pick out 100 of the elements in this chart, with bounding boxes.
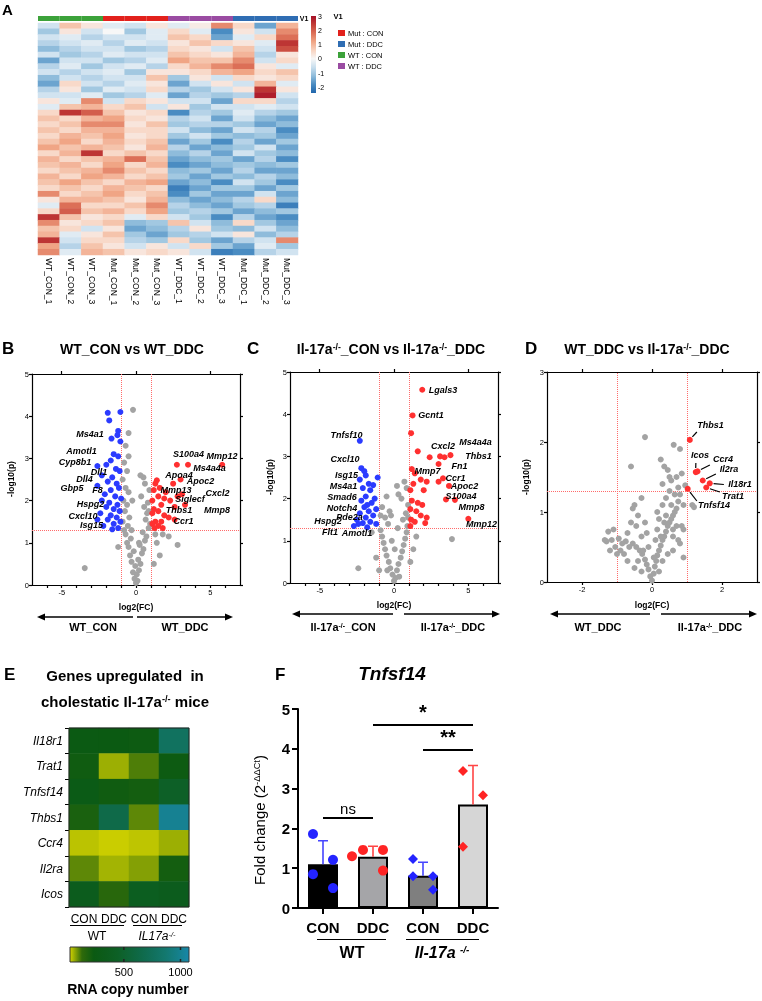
x-tick-label: DDC	[356, 919, 390, 936]
chart-title: Tnfsf14	[358, 662, 426, 685]
chart-title: WT_CON vs WT_DDC	[60, 341, 204, 358]
text: WT_DDC	[161, 620, 209, 634]
annotation: Mmp8	[458, 501, 485, 513]
annotation: Isg15	[334, 470, 359, 481]
annotation: Fn1	[451, 460, 468, 472]
annotation: Icos	[690, 450, 710, 461]
text: Il-17a $^{-/-}$	[414, 944, 470, 962]
x-tick-label: Mut_DDC_3	[282, 258, 293, 306]
text: E	[4, 665, 16, 685]
x-tick-label: DDC	[101, 912, 128, 926]
y-tick-label: Il2ra	[39, 861, 64, 876]
x-tick-label: WT_DDC_3	[217, 258, 228, 305]
annotation: Apoc2	[450, 481, 479, 492]
y-tick-label: 3	[281, 780, 290, 798]
text: B	[2, 339, 15, 359]
annotation: Thbs1	[165, 504, 193, 516]
y-tick-label: Icos	[40, 887, 63, 902]
color-bar-title: RNA copy number	[67, 981, 189, 998]
text: F	[275, 665, 286, 685]
text: C	[247, 339, 260, 359]
annotation: Tnfsf10	[330, 429, 363, 441]
x-axis-title: log2(FC)	[634, 600, 670, 611]
y-axis-title: -log10(p)	[521, 459, 532, 495]
text: IL17a$^{-/-}$	[138, 929, 176, 944]
annotation: Cyp8b1	[58, 456, 92, 468]
y-axis-title: -log10(p)	[265, 459, 276, 495]
annotation: Notch4	[326, 503, 358, 514]
y-tick-label: Ccr4	[37, 836, 64, 851]
annotation: Ms4a1	[76, 429, 104, 440]
annotation: Gcnt1	[418, 410, 444, 421]
annotation: Mmp8	[203, 505, 231, 516]
x-tick-label: Mut_CON_1	[108, 258, 119, 306]
x-tick-label: CON	[130, 912, 158, 926]
chart-title: Il-17a$^{-/-}$_CON vs Il-17a$^{-/-}$_DDC	[296, 341, 486, 358]
x-axis-title: log2(FC)	[376, 600, 412, 611]
y-tick-label: 2	[281, 819, 290, 837]
x-tick-label: CON	[406, 919, 440, 936]
annotation: Cxcl2	[205, 487, 230, 498]
annotation: Ms4a4a	[193, 462, 226, 473]
annotation: Trat1	[722, 491, 744, 502]
x-tick-label: Mut_DDC_1	[238, 258, 249, 306]
annotation: S100a4	[445, 491, 477, 502]
text: Il-17a$^{-/-}$_DDC	[677, 620, 743, 634]
x-tick-label: WT_DDC_2	[195, 258, 206, 305]
x-tick-label: Mut_CON_2	[130, 258, 141, 306]
annotation: Dll4	[76, 474, 93, 485]
annotation: Ms4a4a	[459, 436, 492, 448]
annotation: Cxcl2	[430, 440, 456, 452]
chart-title: Genes upregulated in cholestatic Il-17a$^{-/-}$ mice	[40, 666, 210, 712]
annotation: **	[440, 726, 456, 749]
chart-title: WT_DDC vs Il-17a$^{-/-}$_DDC	[564, 341, 730, 358]
annotation: Thbs1	[697, 420, 724, 431]
text: WT	[87, 929, 107, 944]
text: D	[525, 339, 538, 359]
y-tick-label: Tnfsf14	[22, 784, 64, 799]
annotation: Lgals3	[428, 384, 458, 396]
x-tick-label: Mut_CON_3	[152, 258, 163, 306]
annotation: Il18r1	[728, 478, 752, 490]
annotation: ns	[340, 799, 356, 817]
text: WT_CON	[69, 620, 117, 634]
color-bar-label: 1000	[168, 965, 193, 978]
annotation: Il2ra	[719, 464, 739, 475]
text: Il-17a$^{-/-}$_DDC	[420, 620, 486, 634]
annotation: Thbs1	[465, 450, 492, 462]
annotation: Ccr4	[712, 454, 734, 465]
x-tick-label: Mut_DDC_2	[260, 258, 271, 306]
annotation: Mmp12	[465, 518, 498, 530]
x-tick-label: WT_DDC_1	[173, 258, 184, 305]
annotation: Smad6	[327, 491, 357, 503]
annotation: Ms4a1	[329, 481, 358, 492]
x-tick-label: DDC	[161, 912, 188, 926]
annotation: Ccr1	[173, 515, 194, 527]
annotation: *	[419, 701, 427, 724]
x-tick-label: CON	[70, 912, 98, 926]
annotation: Amotl1	[341, 527, 373, 539]
y-tick-label: Thbs1	[29, 810, 63, 825]
y-axis-title: -log10(p)	[6, 461, 17, 497]
annotation: Ccr1	[445, 472, 466, 483]
annotation: S100a4	[172, 449, 205, 460]
color-bar-label: 500	[114, 965, 134, 978]
x-tick-label: WT_CON_1	[43, 258, 54, 305]
x-axis-title: log2(FC)	[118, 602, 154, 613]
text: Il-17a$^{-/-}$_CON	[310, 620, 376, 634]
annotation: Apoa4	[165, 469, 193, 480]
x-tick-label: DDC	[456, 919, 490, 936]
annotation: F8	[92, 484, 103, 496]
text: A	[2, 1, 13, 19]
annotation: Cxcl10	[330, 454, 360, 465]
x-tick-label: CON	[306, 919, 340, 936]
y-tick-label: 4	[281, 740, 291, 758]
annotation: Mmp12	[206, 451, 238, 462]
y-tick-label: Il18r1	[32, 733, 63, 748]
annotation: Gbp5	[60, 482, 84, 494]
annotation: Flt1	[321, 527, 339, 538]
annotation: Tnfsf14	[697, 500, 731, 511]
y-tick-label: 5	[281, 700, 290, 718]
annotation: Hspg2	[76, 499, 105, 510]
text: WT	[339, 944, 365, 962]
